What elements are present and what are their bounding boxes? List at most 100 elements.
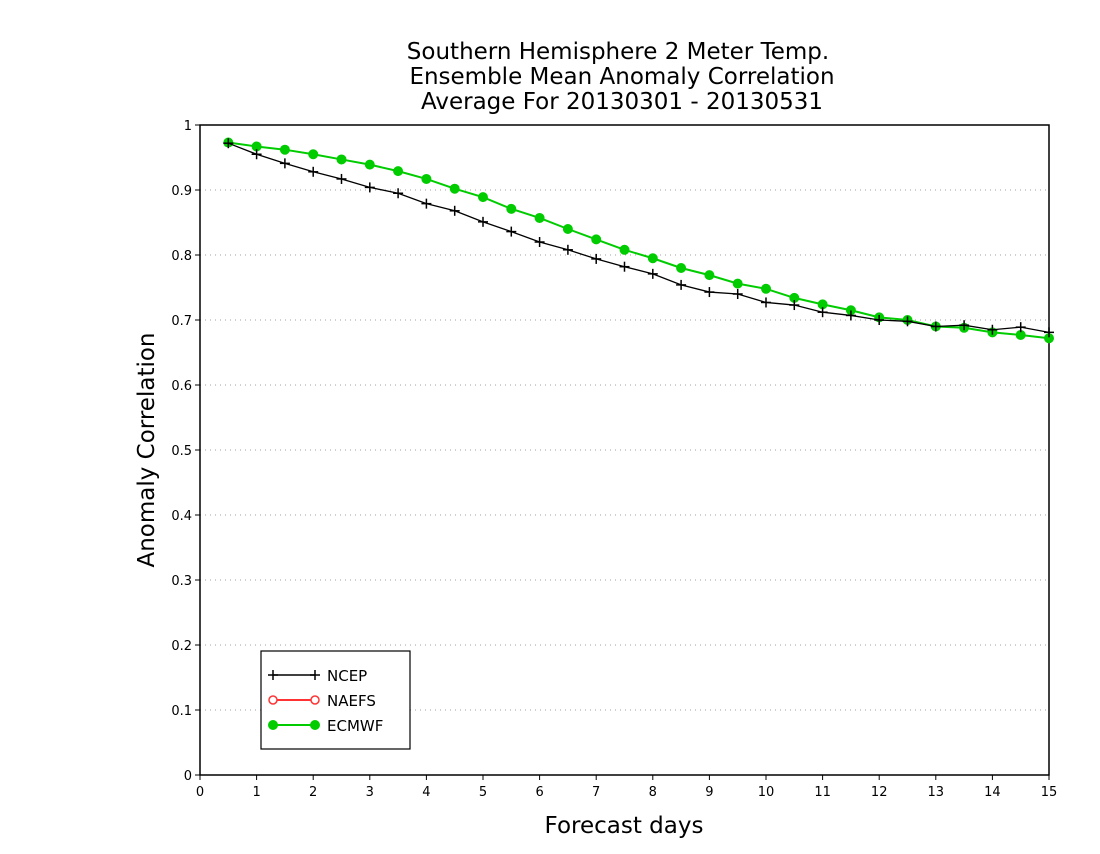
data-point-ncep	[421, 198, 432, 209]
data-point-ncep	[506, 226, 517, 237]
data-point-ncep	[874, 315, 885, 325]
x-axis-title: Forecast days	[545, 813, 704, 839]
legend-label-ecmwf: ECMWF	[327, 717, 383, 735]
title-line-2: Ensemble Mean Anomaly Correlation	[409, 64, 834, 90]
x-tick-label: 0	[196, 785, 204, 800]
x-tick-label: 3	[366, 785, 374, 800]
data-point-ncep	[902, 316, 913, 327]
y-tick-label: 0.8	[171, 249, 192, 264]
series-line-ecmwf	[228, 141, 1050, 340]
y-tick-label: 0.9	[171, 184, 192, 199]
data-point-ecmwf	[704, 270, 715, 281]
y-tick-label: 0.2	[171, 639, 192, 654]
y-tick-label: 0.3	[171, 574, 192, 589]
axis-ticks: 00.10.20.30.40.50.60.70.80.910 1 2 3 4 5 6 7 8 9 1…	[171, 119, 1057, 800]
data-point-ncep	[279, 158, 290, 169]
legend-marker-ncep	[268, 670, 278, 680]
legend-label-ncep: NCEP	[327, 667, 367, 685]
data-point-ecmwf	[449, 183, 460, 194]
data-point-ecmwf	[647, 253, 658, 264]
x-tick-label: 4	[422, 785, 430, 800]
series-ecmwf	[223, 137, 1054, 344]
data-point-ecmwf	[619, 244, 630, 255]
x-tick-label: 10	[758, 785, 775, 800]
data-point-ecmwf	[364, 159, 375, 170]
data-point-ecmwf	[308, 149, 319, 160]
data-point-ncep	[845, 310, 856, 321]
y-tick-label: 0	[184, 769, 192, 784]
data-point-ncep	[676, 279, 687, 290]
legend-samples	[268, 670, 320, 730]
data-point-ncep	[987, 324, 998, 335]
data-point-ncep	[619, 261, 630, 272]
x-tick-label: 7	[592, 785, 600, 800]
data-point-ecmwf	[393, 166, 404, 177]
y-tick-label: 0.5	[171, 444, 192, 459]
data-point-ncep	[591, 253, 602, 264]
series-line-ncep	[228, 142, 1050, 333]
x-tick-label: 8	[649, 785, 657, 800]
data-point-ncep	[761, 297, 771, 308]
data-point-ncep	[251, 149, 262, 160]
legend-sample-ecmwf	[268, 720, 320, 730]
data-point-ecmwf	[279, 144, 290, 155]
data-point-ecmwf	[336, 154, 347, 165]
data-point-ncep	[449, 205, 460, 216]
y-axis-title: Anomaly Correlation	[134, 332, 160, 567]
x-tick-label: 14	[984, 785, 1001, 800]
data-point-ecmwf	[761, 283, 771, 294]
y-tick-label: 0.1	[171, 704, 192, 719]
data-point-ncep	[959, 320, 970, 331]
series-layer	[223, 137, 1054, 344]
legend-label-naefs: NAEFS	[327, 692, 376, 710]
data-point-ncep	[308, 166, 319, 177]
legend-sample-naefs	[268, 695, 320, 705]
x-tick-label: 5	[479, 785, 487, 800]
data-point-ncep	[364, 182, 375, 193]
x-tick-label: 12	[871, 785, 888, 800]
data-point-ncep	[478, 216, 488, 227]
data-point-ecmwf	[478, 192, 488, 203]
data-point-ncep	[223, 138, 234, 149]
legend-marker-naefs	[310, 695, 320, 705]
legend-marker-ncep	[310, 670, 320, 680]
chart-title: Southern Hemisphere 2 Meter Temp. Ensemb…	[407, 39, 835, 115]
data-point-ncep	[1044, 327, 1054, 338]
x-tick-label: 11	[814, 785, 831, 800]
data-point-ncep	[732, 289, 743, 299]
title-line-3: Average For 20130301 - 20130531	[421, 89, 823, 115]
data-point-ncep	[1015, 322, 1026, 333]
data-point-ecmwf	[534, 212, 545, 223]
legend-sample-ncep	[268, 670, 320, 680]
y-tick-label: 1	[184, 119, 192, 134]
data-point-ecmwf	[421, 173, 432, 184]
legend: NCEP NAEFS ECMWF	[260, 650, 411, 750]
data-point-ncep	[930, 321, 941, 332]
x-tick-label: 13	[928, 785, 945, 800]
data-point-ecmwf	[562, 224, 573, 234]
data-point-ncep	[562, 244, 573, 255]
data-point-ncep	[393, 188, 404, 199]
data-point-ncep	[647, 268, 658, 279]
y-tick-label: 0.4	[171, 509, 192, 524]
data-point-ecmwf	[676, 263, 687, 273]
data-point-ecmwf	[591, 234, 602, 245]
data-point-ncep	[704, 287, 715, 298]
x-tick-label: 1	[252, 785, 260, 800]
y-tick-label: 0.6	[171, 379, 192, 394]
data-point-ncep	[789, 300, 800, 311]
legend-marker-naefs	[268, 695, 278, 705]
x-tick-label: 6	[535, 785, 543, 800]
x-tick-label: 2	[309, 785, 317, 800]
legend-marker-ecmwf	[310, 720, 320, 730]
series-ncep	[223, 138, 1054, 338]
y-tick-label: 0.7	[171, 314, 192, 329]
data-point-ecmwf	[506, 203, 517, 214]
x-tick-label: 9	[705, 785, 713, 800]
data-point-ecmwf	[732, 278, 743, 289]
x-tick-label: 15	[1041, 785, 1058, 800]
data-point-ncep	[534, 237, 545, 247]
data-point-ncep	[817, 307, 828, 318]
